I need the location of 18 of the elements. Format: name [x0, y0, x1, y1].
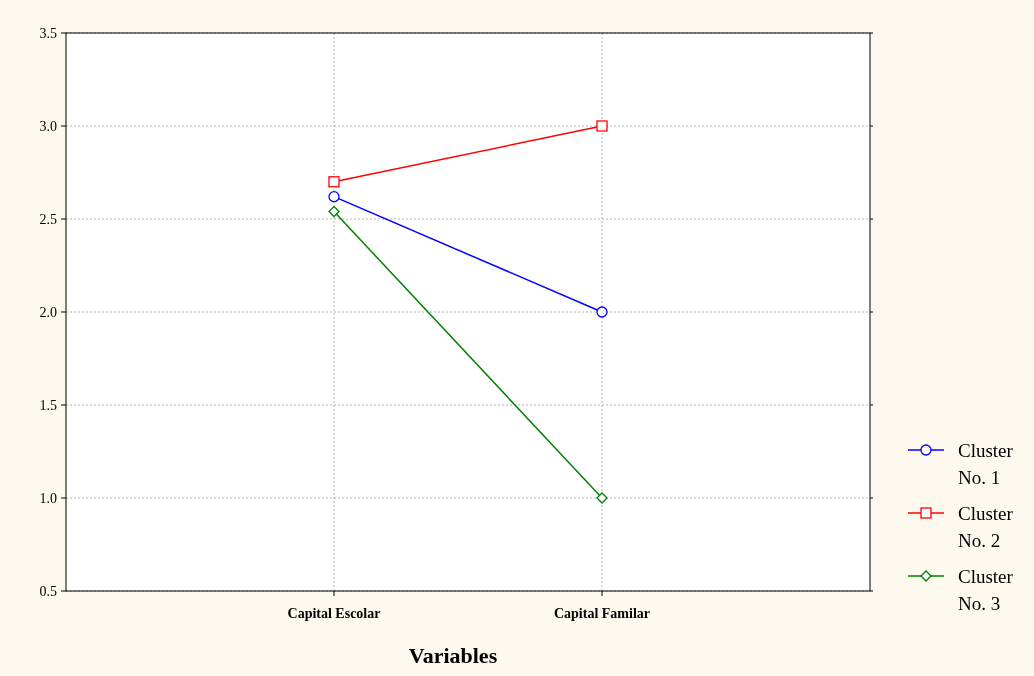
y-tick-label: 1.5: [39, 397, 57, 413]
point: [596, 120, 608, 132]
point: [328, 205, 340, 218]
x-tick-label: Capital Escolar: [287, 606, 381, 621]
point: [596, 306, 608, 318]
point: [328, 191, 340, 203]
y-tick-label: 3.5: [39, 25, 57, 41]
y-tick-label: 2.0: [39, 304, 57, 320]
legend-label: Cluster No. 2: [958, 502, 1014, 551]
y-tick-label: 2.5: [39, 211, 57, 227]
x-tick-label: Capital Familar: [553, 606, 651, 621]
legend-label: Cluster No. 3: [958, 565, 1014, 614]
y-tick-label: 3.0: [39, 118, 57, 134]
x-axis-title: Variables: [408, 643, 498, 668]
y-tick-label: 0.5: [39, 583, 57, 599]
legend-label: Cluster No. 1: [958, 439, 1014, 488]
y-tick-label: 1.0: [39, 490, 57, 506]
point: [328, 176, 340, 188]
